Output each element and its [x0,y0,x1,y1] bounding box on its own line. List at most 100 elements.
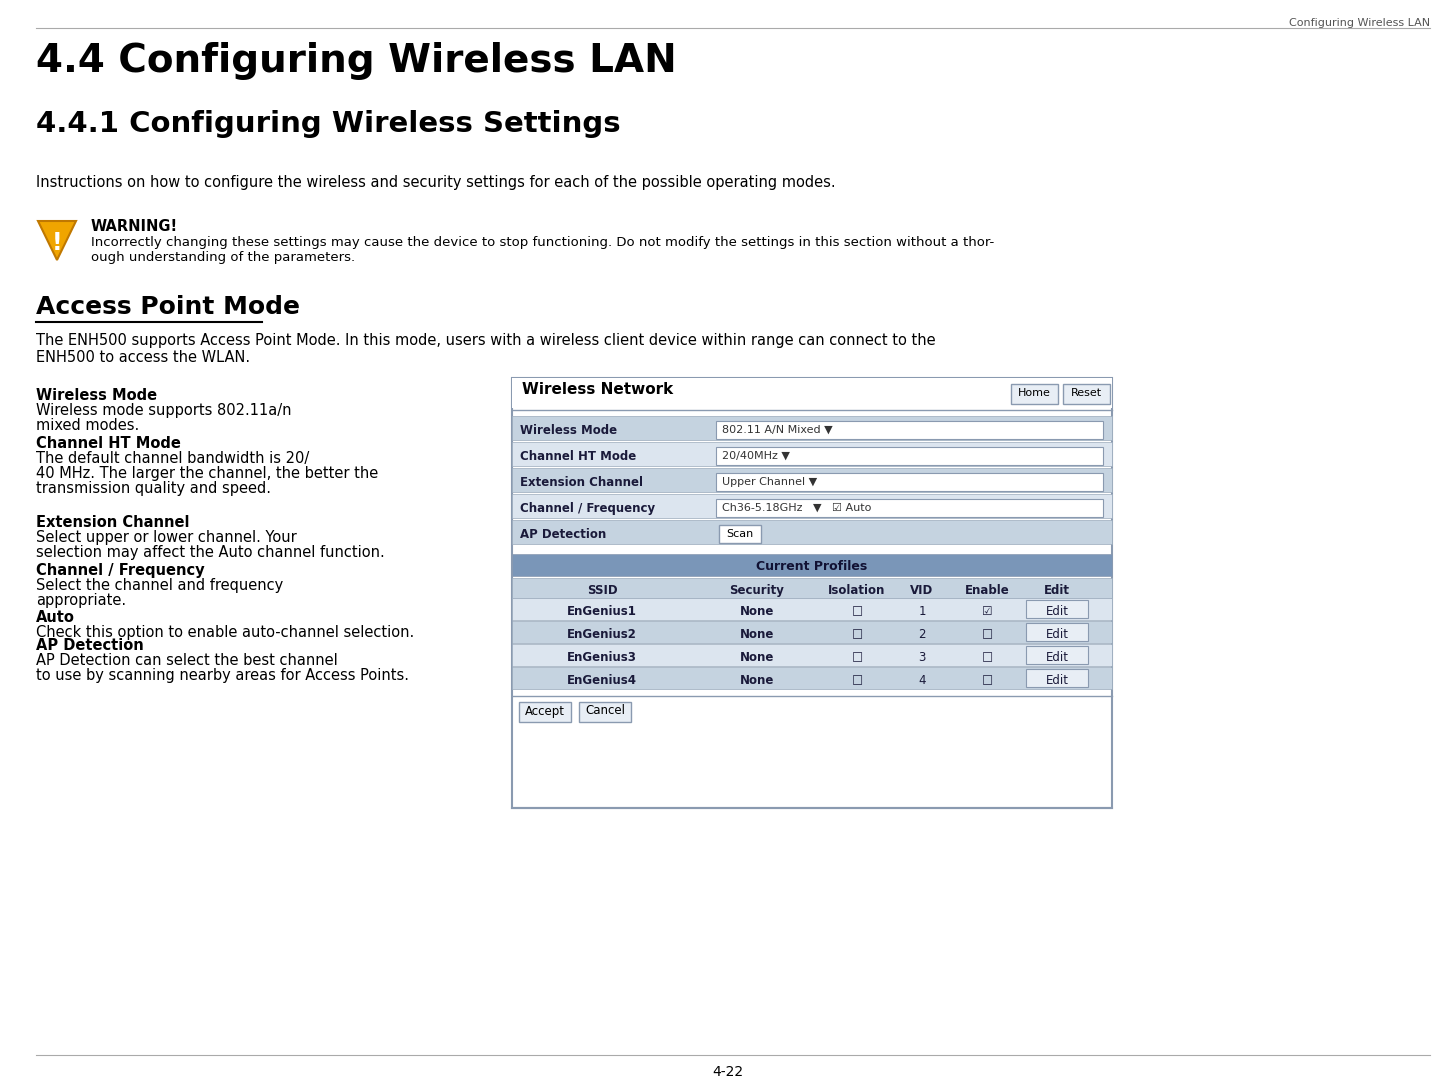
Text: Extension Channel: Extension Channel [520,476,644,489]
Bar [513,520,1112,544]
Text: None: None [740,673,775,686]
Text: 4.4.1 Configuring Wireless Settings: 4.4.1 Configuring Wireless Settings [36,110,620,137]
FancyBboxPatch shape [1026,669,1088,687]
Text: □: □ [852,673,862,686]
Text: The default channel bandwidth is 20/: The default channel bandwidth is 20/ [36,451,309,466]
Text: Home: Home [1018,388,1050,398]
Text: EnGenius3: EnGenius3 [566,650,636,663]
Text: ☑: ☑ [981,604,992,618]
FancyBboxPatch shape [716,499,1104,517]
Text: Wireless Mode: Wireless Mode [36,388,157,403]
Text: 40 MHz. The larger the channel, the better the: 40 MHz. The larger the channel, the bett… [36,466,379,481]
Text: Scan: Scan [727,529,754,539]
Text: None: None [740,627,775,640]
Text: EnGenius4: EnGenius4 [566,673,636,686]
Text: AP Detection: AP Detection [520,528,606,540]
Bar [513,621,1112,643]
Text: 2: 2 [919,627,926,640]
Bar [513,377,1112,408]
Text: Check this option to enable auto-channel selection.: Check this option to enable auto-channel… [36,625,415,640]
FancyBboxPatch shape [1026,623,1088,642]
FancyBboxPatch shape [1063,384,1109,404]
Text: WARNING!: WARNING! [90,219,178,233]
Text: Cancel: Cancel [585,705,625,718]
Text: Wireless Mode: Wireless Mode [520,423,617,436]
Polygon shape [38,221,76,260]
FancyBboxPatch shape [1010,384,1059,404]
Text: □: □ [852,650,862,663]
FancyBboxPatch shape [716,447,1104,465]
Text: Upper Channel ▼: Upper Channel ▼ [722,477,817,487]
Text: The ENH500 supports Access Point Mode. In this mode, users with a wireless clien: The ENH500 supports Access Point Mode. I… [36,333,936,365]
Bar [513,468,1112,492]
Bar [513,442,1112,466]
Text: to use by scanning nearby areas for Access Points.: to use by scanning nearby areas for Acce… [36,668,409,683]
Text: SSID: SSID [587,584,617,597]
Text: 4-22: 4-22 [712,1065,744,1079]
Text: 4: 4 [919,673,926,686]
Text: VID: VID [910,584,933,597]
Text: AP Detection: AP Detection [36,638,144,654]
Bar [513,554,1112,576]
Text: Reset: Reset [1070,388,1102,398]
FancyBboxPatch shape [719,525,761,543]
Text: □: □ [981,650,993,663]
Text: Extension Channel: Extension Channel [36,515,189,530]
Text: Accept: Accept [526,705,565,718]
Text: !: ! [51,231,63,255]
Text: 20/40MHz ▼: 20/40MHz ▼ [722,451,789,461]
Text: □: □ [852,627,862,640]
FancyBboxPatch shape [579,702,630,722]
Text: selection may affect the Auto channel function.: selection may affect the Auto channel fu… [36,546,384,560]
Text: Auto: Auto [36,610,74,625]
Text: Ch36-5.18GHz   ▼   ☑ Auto: Ch36-5.18GHz ▼ ☑ Auto [722,503,871,513]
FancyBboxPatch shape [513,377,1112,808]
Text: Select the channel and frequency: Select the channel and frequency [36,578,284,594]
Text: 4.4 Configuring Wireless LAN: 4.4 Configuring Wireless LAN [36,41,677,80]
Text: Wireless mode supports 802.11a/n: Wireless mode supports 802.11a/n [36,403,291,418]
Text: Channel HT Mode: Channel HT Mode [520,449,636,463]
FancyBboxPatch shape [518,702,571,722]
Text: None: None [740,604,775,618]
Text: transmission quality and speed.: transmission quality and speed. [36,481,271,496]
Text: Instructions on how to configure the wireless and security settings for each of : Instructions on how to configure the wir… [36,175,836,190]
Text: Edit: Edit [1045,650,1069,663]
Text: Wireless Network: Wireless Network [523,382,673,397]
Text: Enable: Enable [965,584,1009,597]
Bar [513,598,1112,620]
Text: EnGenius1: EnGenius1 [566,604,636,618]
Bar [513,644,1112,666]
FancyBboxPatch shape [716,473,1104,491]
Text: □: □ [981,673,993,686]
Text: Channel HT Mode: Channel HT Mode [36,436,181,451]
Text: Incorrectly changing these settings may cause the device to stop functioning. Do: Incorrectly changing these settings may … [90,236,994,264]
Text: 802.11 A/N Mixed ▼: 802.11 A/N Mixed ▼ [722,425,833,435]
Text: Select upper or lower channel. Your: Select upper or lower channel. Your [36,530,297,546]
Bar [513,667,1112,690]
Text: 1: 1 [919,604,926,618]
Text: □: □ [852,604,862,618]
Text: □: □ [981,627,993,640]
Text: Channel / Frequency: Channel / Frequency [36,563,205,578]
Bar [513,494,1112,518]
Text: Isolation: Isolation [828,584,885,597]
Bar [513,578,1112,598]
Text: appropriate.: appropriate. [36,594,127,608]
Text: EnGenius2: EnGenius2 [566,627,636,640]
Text: Security: Security [729,584,785,597]
Text: Edit: Edit [1044,584,1070,597]
Text: Edit: Edit [1045,673,1069,686]
Text: mixed modes.: mixed modes. [36,418,140,433]
Text: AP Detection can select the best channel: AP Detection can select the best channel [36,654,338,668]
Text: Configuring Wireless LAN: Configuring Wireless LAN [1289,17,1430,28]
FancyBboxPatch shape [716,421,1104,439]
Text: Access Point Mode: Access Point Mode [36,295,300,319]
Text: None: None [740,650,775,663]
Text: Edit: Edit [1045,627,1069,640]
Text: Current Profiles: Current Profiles [756,560,868,573]
Text: Edit: Edit [1045,604,1069,618]
FancyBboxPatch shape [1026,600,1088,618]
Bar [513,416,1112,440]
FancyBboxPatch shape [1026,646,1088,664]
Text: 3: 3 [919,650,926,663]
